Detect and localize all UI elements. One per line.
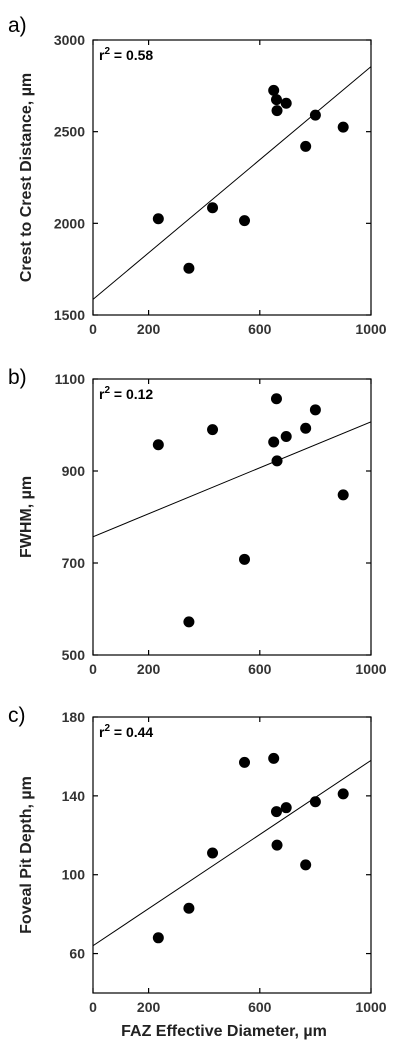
data-point bbox=[280, 802, 292, 814]
y-tick-label: 3000 bbox=[54, 32, 85, 48]
data-point bbox=[183, 902, 195, 914]
data-point bbox=[309, 109, 321, 121]
x-tick-label: 200 bbox=[137, 661, 161, 677]
data-point bbox=[207, 202, 219, 214]
y-axis-label: Foveal Pit Depth, µm bbox=[18, 776, 35, 934]
data-point bbox=[152, 932, 164, 944]
data-point bbox=[152, 439, 164, 451]
data-point bbox=[280, 431, 292, 442]
data-point bbox=[337, 121, 349, 133]
panel-letter: c) bbox=[8, 704, 26, 727]
chart-panel-2: b) 500 700 900 1100 0 200 600 1000 r2 = 0.12 FWHM,… bbox=[8, 366, 387, 677]
data-point bbox=[268, 752, 280, 764]
y-tick-label: 2000 bbox=[54, 215, 85, 231]
plot-frame bbox=[92, 378, 372, 656]
data-point bbox=[309, 796, 321, 808]
data-point bbox=[183, 262, 195, 274]
y-axis-label: Crest to Crest Distance, µm bbox=[18, 73, 35, 282]
x-axis-label: FAZ Effective Diameter, µm bbox=[121, 1023, 327, 1040]
data-point bbox=[268, 84, 280, 96]
y-tick-label: 900 bbox=[62, 463, 86, 479]
data-point bbox=[271, 455, 283, 467]
y-tick-label: 100 bbox=[62, 867, 86, 883]
y-tick-label: 1100 bbox=[55, 371, 86, 387]
y-tick-label: 500 bbox=[62, 647, 86, 663]
x-tick-label: 600 bbox=[248, 999, 272, 1015]
x-tick-label: 0 bbox=[89, 661, 97, 677]
chart-panel-3: c) 60 100 140 180 0 200 600 1000 r2 = 0.44 Foveal … bbox=[8, 704, 387, 1040]
data-point bbox=[239, 215, 251, 227]
data-point bbox=[271, 105, 283, 117]
regression-line bbox=[93, 66, 371, 300]
y-tick-label: 1500 bbox=[54, 307, 85, 323]
data-point bbox=[280, 97, 292, 109]
data-point bbox=[207, 424, 219, 436]
plot-frame bbox=[92, 716, 372, 994]
y-tick-label: 180 bbox=[62, 709, 86, 725]
x-tick-label: 1000 bbox=[355, 661, 386, 677]
y-tick-label: 2500 bbox=[54, 124, 85, 140]
data-point bbox=[271, 839, 283, 851]
x-tick-label: 1000 bbox=[355, 999, 386, 1015]
x-tick-label: 0 bbox=[89, 999, 97, 1015]
x-tick-label: 600 bbox=[248, 321, 272, 337]
y-axis-label: FWHM, µm bbox=[18, 476, 35, 558]
data-point bbox=[270, 94, 282, 106]
y-tick-label: 700 bbox=[62, 555, 86, 571]
data-point bbox=[239, 553, 251, 565]
x-tick-label: 0 bbox=[89, 321, 97, 337]
r-squared-annotation: r2 = 0.12 bbox=[99, 385, 153, 402]
plot-frame bbox=[92, 39, 372, 316]
panel-letter: b) bbox=[8, 366, 27, 389]
x-tick-label: 200 bbox=[137, 321, 161, 337]
data-point bbox=[270, 393, 282, 405]
x-tick-label: 600 bbox=[248, 661, 272, 677]
panel-letter: a) bbox=[8, 14, 27, 37]
data-point bbox=[183, 616, 195, 628]
data-point bbox=[309, 404, 321, 416]
data-point bbox=[268, 436, 280, 448]
chart-panel-1: a) 1500 2000 2500 3000 0 200 600 1000 r2 = 0.58 Cr… bbox=[8, 14, 387, 337]
data-point bbox=[152, 213, 164, 225]
x-tick-label: 1000 bbox=[355, 321, 386, 337]
r-squared-annotation: r2 = 0.44 bbox=[99, 723, 153, 740]
data-point bbox=[300, 422, 312, 434]
data-point bbox=[337, 788, 349, 800]
y-tick-label: 60 bbox=[69, 946, 85, 962]
data-point bbox=[239, 756, 251, 768]
x-tick-label: 200 bbox=[137, 999, 161, 1015]
r-squared-annotation: r2 = 0.58 bbox=[99, 46, 153, 63]
y-tick-label: 140 bbox=[62, 788, 86, 804]
regression-line bbox=[93, 421, 371, 538]
data-point bbox=[300, 140, 312, 152]
data-point bbox=[337, 489, 349, 501]
data-point bbox=[270, 806, 282, 818]
regression-line bbox=[93, 759, 371, 947]
data-point bbox=[300, 859, 312, 871]
data-point bbox=[207, 847, 219, 859]
